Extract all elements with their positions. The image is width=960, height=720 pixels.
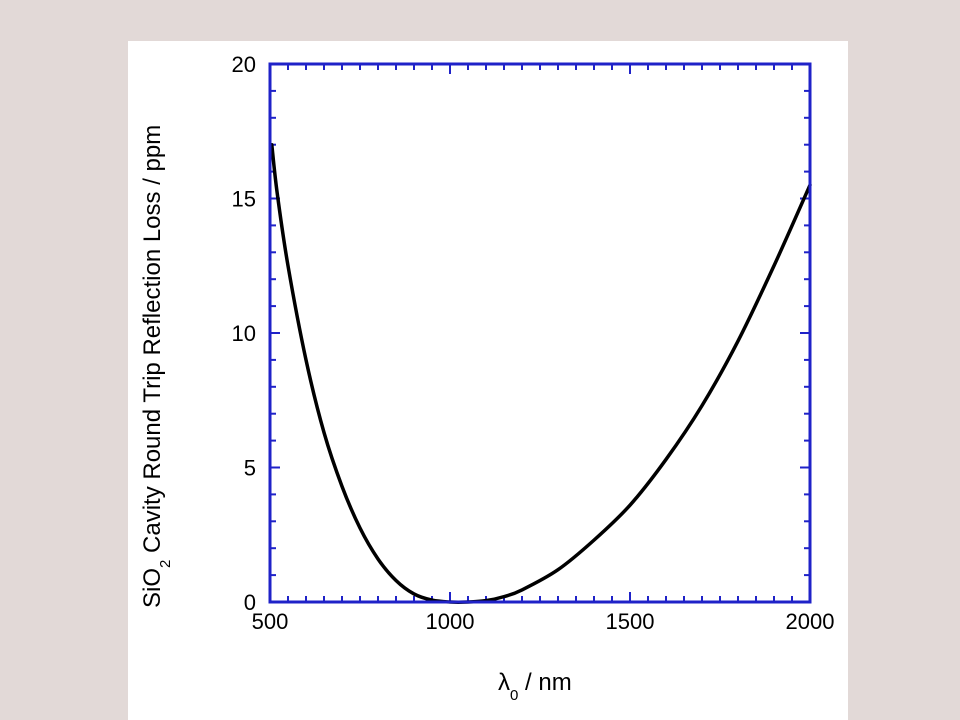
x-tick-labels: 500 1000 1500 2000 — [252, 609, 835, 634]
x-tick-label: 1500 — [606, 609, 655, 634]
x-tick-label: 2000 — [786, 609, 835, 634]
y-tick-label: 5 — [244, 456, 256, 481]
y-tick-label: 15 — [232, 187, 256, 212]
x-axis-title: λ0 / nm — [498, 669, 572, 704]
y-tick-label: 10 — [232, 321, 256, 346]
axis-ticks — [269, 63, 811, 603]
plot-frame — [268, 62, 812, 604]
y-tick-labels: 0 5 10 15 20 — [232, 52, 256, 615]
y-axis-suffix: Cavity Round Trip Reflection Loss / ppm — [139, 125, 166, 560]
x-tick-label: 500 — [252, 609, 289, 634]
y-axis-subscript: 2 — [157, 560, 174, 568]
x-tick-label: 1000 — [426, 609, 475, 634]
y-tick-label: 20 — [232, 52, 256, 77]
chart-panel: 500 1000 1500 2000 0 5 10 15 20 λ0 / nm SiO2 Ca… — [128, 41, 848, 720]
x-axis-subscript: 0 — [510, 687, 518, 704]
y-axis-prefix: SiO — [139, 568, 166, 608]
series-layer — [270, 142, 812, 604]
x-axis-symbol: λ — [498, 669, 510, 696]
y-axis-title: SiO2 Cavity Round Trip Reflection Loss /… — [139, 125, 174, 608]
x-axis-unit: / nm — [518, 669, 571, 696]
loss-curve-line — [270, 142, 812, 604]
y-tick-label: 0 — [244, 590, 256, 615]
